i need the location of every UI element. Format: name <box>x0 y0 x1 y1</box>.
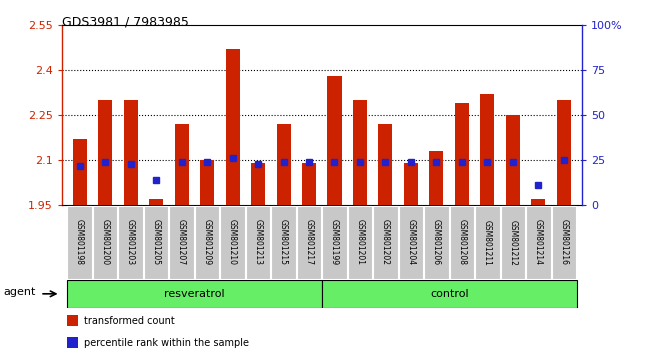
Bar <box>404 163 418 205</box>
Bar <box>67 315 79 326</box>
Bar <box>68 206 92 279</box>
Text: GSM801201: GSM801201 <box>356 219 365 266</box>
Text: GSM801199: GSM801199 <box>330 219 339 266</box>
Text: GSM801205: GSM801205 <box>151 219 161 266</box>
Bar <box>373 206 398 279</box>
Bar <box>67 337 79 348</box>
Text: control: control <box>430 289 469 299</box>
Bar <box>118 206 143 279</box>
Bar <box>276 124 291 205</box>
Bar <box>93 206 117 279</box>
Bar <box>200 160 214 205</box>
Text: GSM801216: GSM801216 <box>560 219 568 266</box>
Bar <box>552 206 576 279</box>
Bar <box>144 206 168 279</box>
Bar <box>175 124 188 205</box>
Bar <box>430 151 443 205</box>
Bar <box>526 206 551 279</box>
Text: GSM801200: GSM801200 <box>101 219 110 266</box>
Bar <box>398 206 423 279</box>
Text: GSM801198: GSM801198 <box>75 219 84 266</box>
Text: GSM801210: GSM801210 <box>228 219 237 266</box>
Text: GSM801213: GSM801213 <box>254 219 263 266</box>
Bar <box>169 206 194 279</box>
Text: GSM801215: GSM801215 <box>279 219 288 266</box>
Bar <box>226 49 240 205</box>
Text: resveratrol: resveratrol <box>164 289 225 299</box>
Bar <box>500 206 525 279</box>
Bar <box>149 199 163 205</box>
Text: transformed count: transformed count <box>84 316 174 326</box>
Bar <box>271 206 296 279</box>
Text: GSM801204: GSM801204 <box>406 219 415 266</box>
Text: GSM801202: GSM801202 <box>381 219 390 266</box>
Text: GSM801214: GSM801214 <box>534 219 543 266</box>
Bar <box>455 103 469 205</box>
Text: GSM801209: GSM801209 <box>203 219 211 266</box>
Bar <box>532 199 545 205</box>
Text: agent: agent <box>3 287 36 297</box>
Text: GDS3981 / 7983985: GDS3981 / 7983985 <box>62 16 188 29</box>
Bar <box>251 163 265 205</box>
Bar <box>73 139 86 205</box>
Text: GSM801212: GSM801212 <box>508 219 517 266</box>
Bar <box>246 206 270 279</box>
Bar <box>322 280 577 308</box>
Bar <box>557 100 571 205</box>
Text: GSM801207: GSM801207 <box>177 219 186 266</box>
Text: GSM801203: GSM801203 <box>126 219 135 266</box>
Text: GSM801208: GSM801208 <box>458 219 467 266</box>
Text: percentile rank within the sample: percentile rank within the sample <box>84 338 248 348</box>
Text: GSM801206: GSM801206 <box>432 219 441 266</box>
Bar <box>220 206 245 279</box>
Bar <box>353 100 367 205</box>
Bar <box>297 206 321 279</box>
Bar <box>506 115 520 205</box>
Bar <box>480 94 495 205</box>
Text: GSM801211: GSM801211 <box>483 219 492 266</box>
Bar <box>124 100 138 205</box>
Bar <box>475 206 500 279</box>
Bar <box>328 76 341 205</box>
Bar <box>195 206 219 279</box>
Bar <box>322 206 346 279</box>
Bar <box>302 163 316 205</box>
Bar <box>450 206 474 279</box>
Bar <box>424 206 448 279</box>
Text: GSM801217: GSM801217 <box>304 219 313 266</box>
Bar <box>348 206 372 279</box>
Bar <box>67 280 322 308</box>
Bar <box>378 124 393 205</box>
Bar <box>98 100 112 205</box>
